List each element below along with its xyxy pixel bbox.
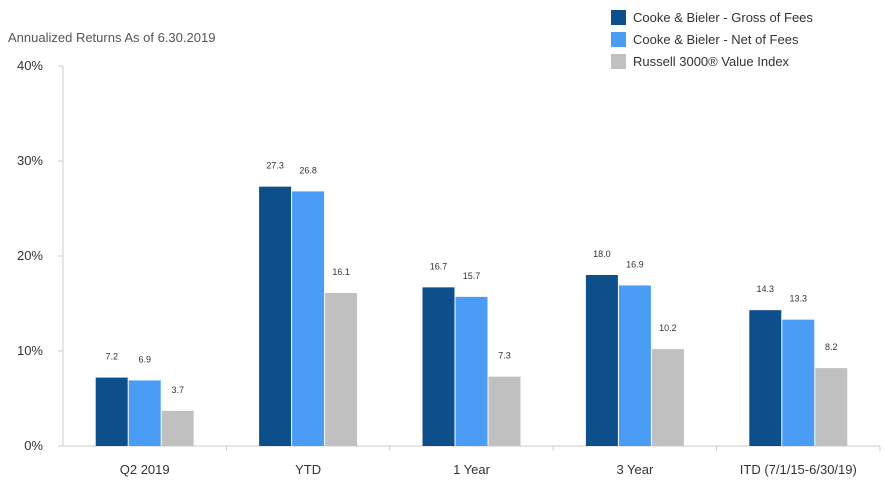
bar	[422, 287, 455, 446]
data-label: 7.2	[105, 352, 118, 362]
data-label: 16.1	[332, 267, 350, 277]
legend-item-index: Russell 3000® Value Index	[611, 50, 813, 72]
bar	[651, 349, 684, 446]
data-label: 6.9	[138, 354, 151, 364]
y-tick-label: 0%	[24, 438, 43, 453]
data-label: 8.2	[825, 342, 838, 352]
legend-item-gross: Cooke & Bieler - Gross of Fees	[611, 6, 813, 28]
bar	[325, 293, 358, 446]
data-label: 26.8	[299, 165, 317, 175]
y-tick-label: 10%	[17, 343, 43, 358]
bar	[618, 285, 651, 446]
x-tick-label: 1 Year	[453, 462, 491, 477]
legend-label-index: Russell 3000® Value Index	[633, 53, 790, 69]
y-tick-label: 40%	[17, 58, 43, 73]
legend-label-net: Cooke & Bieler - Net of Fees	[633, 31, 799, 47]
bar	[488, 376, 521, 446]
legend-label-gross: Cooke & Bieler - Gross of Fees	[633, 9, 813, 25]
data-label: 16.7	[430, 261, 448, 271]
x-tick-label: Q2 2019	[120, 462, 170, 477]
data-label: 16.9	[626, 259, 644, 269]
bar	[455, 296, 488, 446]
y-tick-label: 30%	[17, 153, 43, 168]
data-label: 15.7	[463, 271, 481, 281]
data-label: 13.3	[790, 294, 808, 304]
bar	[815, 368, 848, 446]
data-label: 3.7	[171, 385, 184, 395]
bar	[259, 186, 292, 446]
data-label: 27.3	[266, 161, 284, 171]
chart-subtitle: Annualized Returns As of 6.30.2019	[8, 30, 216, 45]
legend-swatch-index	[611, 53, 626, 69]
data-label: 18.0	[593, 249, 611, 259]
legend-swatch-gross	[611, 9, 626, 25]
bar	[585, 275, 618, 446]
bar	[749, 310, 782, 446]
bar	[128, 380, 161, 446]
legend-item-net: Cooke & Bieler - Net of Fees	[611, 28, 813, 50]
data-label: 7.3	[498, 351, 511, 361]
legend-swatch-net	[611, 31, 626, 47]
data-label: 10.2	[659, 323, 677, 333]
chart-legend: Cooke & Bieler - Gross of Fees Cooke & B…	[611, 6, 813, 72]
bar	[292, 191, 325, 446]
data-label: 14.3	[757, 284, 775, 294]
x-tick-label: ITD (7/1/15-6/30/19)	[740, 462, 857, 477]
bar	[161, 410, 194, 446]
x-tick-label: 3 Year	[616, 462, 654, 477]
bar	[782, 319, 815, 446]
bar	[95, 377, 128, 446]
y-tick-label: 20%	[17, 248, 43, 263]
x-tick-label: YTD	[295, 462, 321, 477]
